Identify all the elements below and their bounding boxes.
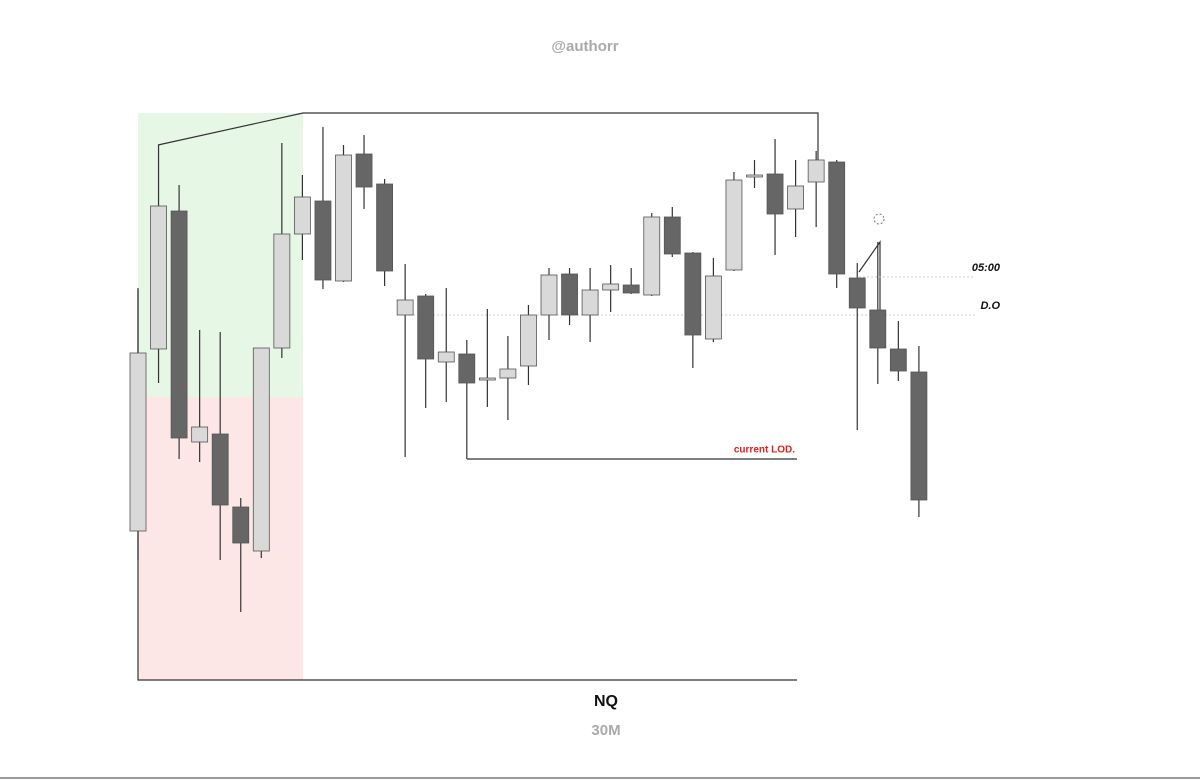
candle-body — [561, 273, 578, 316]
candle-body — [478, 377, 496, 381]
spinner — [873, 213, 885, 225]
candle-body — [910, 371, 928, 501]
candle-body — [807, 159, 825, 183]
candle-body — [889, 348, 907, 372]
candle-body — [150, 205, 167, 350]
candle-body — [232, 506, 250, 544]
level-label: D.O — [980, 300, 1000, 312]
chart-subtitle: 30M — [591, 722, 620, 739]
candle-body — [211, 433, 229, 506]
candle-body — [869, 309, 887, 349]
candle-body — [252, 347, 270, 552]
candle-body — [191, 426, 209, 443]
candle-body — [355, 153, 373, 188]
candle-body — [705, 275, 722, 340]
candle-body — [437, 351, 455, 363]
candle-body — [848, 277, 866, 309]
chart-title: NQ — [594, 693, 618, 710]
candle-body — [499, 368, 517, 379]
candle-body — [129, 352, 147, 532]
candle-body — [335, 154, 352, 282]
candle-body — [396, 299, 414, 316]
candle-body — [170, 210, 188, 439]
candle-body — [663, 216, 681, 255]
candle-body — [828, 161, 846, 275]
candle-body — [622, 284, 640, 294]
candle-body — [684, 252, 702, 336]
range-top — [157, 112, 819, 160]
header: @authorr — [551, 38, 618, 55]
candle-body — [273, 233, 291, 349]
candle-body — [314, 200, 332, 281]
level-label: current LOD. — [734, 445, 795, 456]
candle-body — [293, 196, 311, 235]
candle-body — [520, 314, 537, 367]
candle-body — [787, 185, 804, 210]
swing-line — [858, 240, 881, 310]
candle-body — [581, 289, 599, 316]
candle-body — [766, 173, 784, 215]
candle-body — [417, 295, 435, 360]
level-label: 05:00 — [972, 262, 1001, 274]
candle-body — [376, 183, 394, 272]
candle-body — [725, 179, 743, 271]
candle-body — [643, 216, 661, 296]
candle-body — [540, 274, 558, 316]
candle-body — [458, 353, 476, 384]
candle-body — [602, 283, 620, 291]
candle-body — [746, 174, 763, 178]
